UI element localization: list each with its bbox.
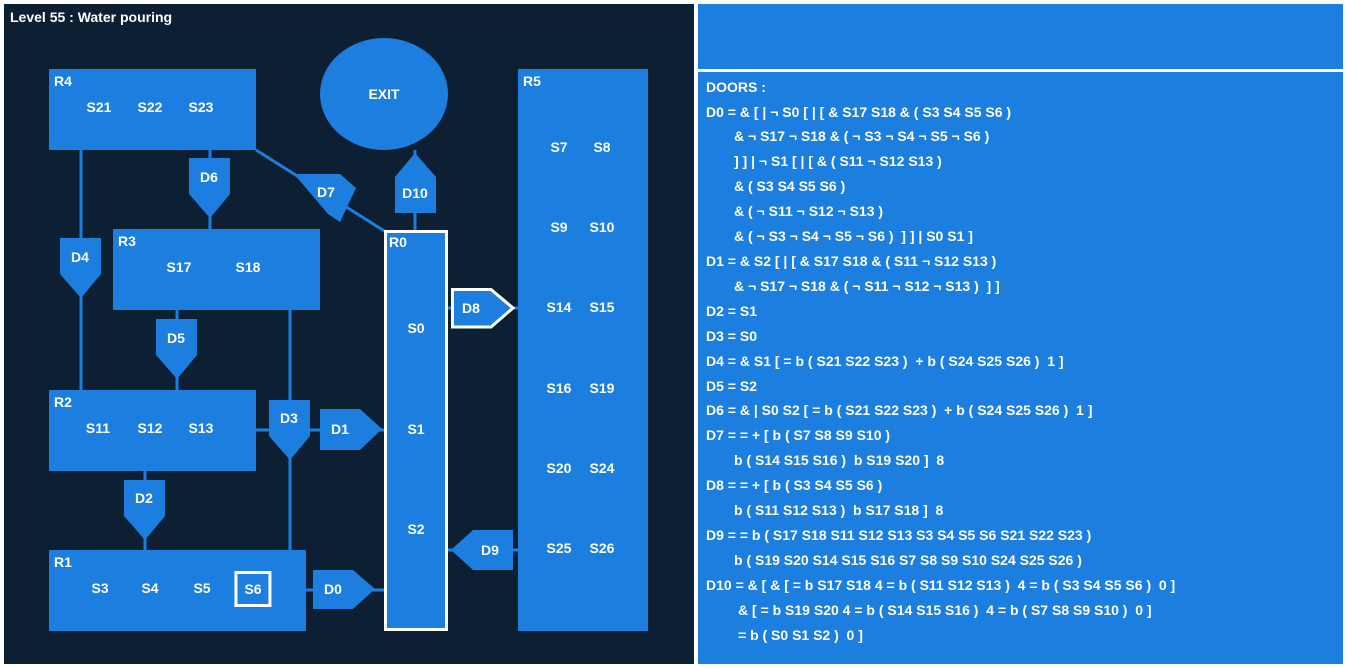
door-label: D9: [481, 542, 499, 558]
door-rule-line: b ( S19 S20 S14 S15 S16 S7 S8 S9 S10 S24…: [734, 552, 1082, 568]
switch[interactable]: S15: [589, 299, 615, 315]
door-rule-line: D2 = S1: [706, 303, 757, 319]
switch[interactable]: S1: [407, 421, 425, 437]
switch[interactable]: S16: [546, 380, 572, 396]
switch-selected[interactable]: S6: [234, 571, 272, 607]
door-rule-line: D7 = = + [ b ( S7 S8 S9 S10 ): [706, 427, 891, 443]
switch[interactable]: S8: [593, 139, 611, 155]
door-rule-line: D6 = & | S0 S2 [ = b ( S21 S22 S23 ) + b…: [706, 402, 1093, 418]
door-rule-line: D3 = S0: [706, 328, 757, 344]
switch[interactable]: S21: [86, 99, 112, 115]
door-label: D6: [200, 169, 218, 185]
room-label: R2: [54, 394, 72, 410]
door-label: D5: [167, 330, 185, 346]
door-rule-line: & ( S3 S4 S5 S6 ): [734, 178, 846, 194]
door-label: D0: [324, 581, 342, 597]
door-rule-line: D1 = & S2 [ | [ & S17 S18 & ( S11 ¬ S12 …: [706, 253, 997, 269]
door-rule-line: D5 = S2: [706, 378, 757, 394]
door-d7-shape: [294, 174, 356, 222]
door-rule-line: = b ( S0 S1 S2 ) 0 ]: [738, 627, 863, 643]
door-d3-shape: [269, 400, 310, 460]
door-d9-shape: [451, 530, 513, 570]
door-rule-line: & ¬ S17 ¬ S18 & ( ¬ S11 ¬ S12 ¬ S13 ) ] …: [734, 278, 1000, 294]
switch[interactable]: S12: [137, 420, 163, 436]
door-rule-line: & ( ¬ S3 ¬ S4 ¬ S5 ¬ S6 ) ] ] | S0 S1 ]: [734, 228, 973, 244]
door-label: D8: [462, 300, 480, 316]
door-d5-shape: [156, 319, 197, 379]
switch[interactable]: S14: [546, 299, 572, 315]
room-label: R1: [54, 554, 72, 570]
door-rule-line: & ( ¬ S11 ¬ S12 ¬ S13 ): [734, 203, 884, 219]
door-rule-line: & ¬ S17 ¬ S18 & ( ¬ S3 ¬ S4 ¬ S5 ¬ S6 ): [734, 128, 990, 144]
switch[interactable]: S24: [589, 460, 615, 476]
door-rule-line: D4 = & S1 [ = b ( S21 S22 S23 ) + b ( S2…: [706, 353, 1064, 369]
room-label: R4: [54, 73, 72, 89]
door-label: D10: [402, 185, 428, 201]
switch[interactable]: S7: [550, 139, 568, 155]
switch[interactable]: S13: [188, 420, 214, 436]
door-rule-line: ] ] | ¬ S1 [ | [ & ( S11 ¬ S12 S13 ): [734, 153, 942, 169]
switch[interactable]: S9: [550, 219, 568, 235]
switch[interactable]: S0: [407, 320, 425, 336]
switch[interactable]: S25: [546, 540, 572, 556]
door-d2-shape: [124, 480, 165, 540]
door-rule-line: & [ = b S19 S20 4 = b ( S14 S15 S16 ) 4 …: [738, 602, 1152, 618]
door-rule-line: b ( S11 S12 S13 ) b S17 S18 ] 8: [734, 502, 944, 518]
door-d8-shape: [451, 288, 516, 329]
exit-label: EXIT: [368, 86, 400, 102]
room-r5: R5 S7 S8 S9 S10 S14 S15 S16 S19 S20 S24 …: [518, 69, 648, 631]
door-label: D2: [135, 490, 153, 506]
door-rule-line: b ( S14 S15 S16 ) b S19 S20 ] 8: [734, 452, 945, 468]
door-d0-shape: [313, 570, 375, 609]
door-rule-line: D8 = = + [ b ( S3 S4 S5 S6 ): [706, 477, 883, 493]
room-r1: R1 S3 S4 S5 S6: [49, 550, 306, 631]
switch[interactable]: S10: [589, 219, 615, 235]
room-label: R0: [389, 234, 407, 250]
switch[interactable]: S23: [188, 99, 214, 115]
switch[interactable]: S17: [166, 259, 192, 275]
room-label: R3: [118, 233, 136, 249]
room-r2: R2 S11 S12 S13: [49, 390, 256, 471]
door-rule-line: D9 = = b ( S17 S18 S11 S12 S13 S3 S4 S5 …: [706, 527, 1092, 543]
door-d4-shape: [60, 238, 101, 298]
doors-panel: DOORS : D0 = & [ | ¬ S0 [ | [ & S17 S18 …: [698, 72, 1343, 664]
door-rule-line: D10 = & [ & [ = b S17 S18 4 = b ( S11 S1…: [706, 577, 1176, 593]
switch[interactable]: S5: [193, 580, 211, 596]
door-label: D1: [331, 421, 349, 437]
switch[interactable]: S22: [137, 99, 163, 115]
info-panel-header: [698, 4, 1343, 69]
switch[interactable]: S3: [91, 580, 109, 596]
door-label: D4: [71, 249, 89, 265]
exit-node[interactable]: EXIT: [320, 38, 448, 150]
room-label: R5: [523, 73, 541, 89]
switch[interactable]: S19: [589, 380, 615, 396]
door-label: D3: [280, 410, 298, 426]
door-label: D7: [317, 184, 335, 200]
door-d1-shape: [320, 409, 382, 450]
switch[interactable]: S26: [589, 540, 615, 556]
room-r3: R3 S17 S18: [113, 229, 320, 310]
switch[interactable]: S11: [85, 420, 111, 436]
door-d10-shape: [395, 153, 436, 213]
room-r0: R0 S0 S1 S2: [384, 230, 448, 631]
switch[interactable]: S4: [141, 580, 159, 596]
level-title: Level 55 : Water pouring: [10, 9, 173, 25]
switch[interactable]: S2: [407, 521, 425, 537]
switch[interactable]: S20: [546, 460, 572, 476]
door-rule-line: D0 = & [ | ¬ S0 [ | [ & S17 S18 & ( S3 S…: [706, 104, 1012, 120]
switch[interactable]: S18: [235, 259, 261, 275]
door-d6-shape: [189, 158, 230, 218]
doors-heading: DOORS :: [706, 79, 766, 95]
room-r4: R4 S21 S22 S23: [49, 69, 256, 150]
